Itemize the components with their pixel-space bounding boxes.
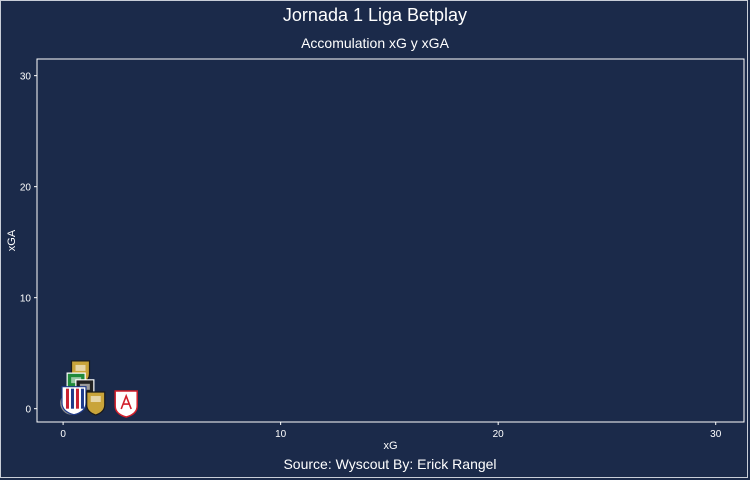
y-tick-label: 30 [20,72,32,83]
x-tick-label: 20 [493,429,505,440]
x-tick-label: 0 [60,429,66,440]
y-tick-label: 0 [25,405,31,416]
y-axis-title: xGA [6,229,18,251]
chart-title: Jornada 1 Liga Betplay [282,5,468,25]
team-logo-point [114,390,138,418]
team-logo-point [61,386,87,416]
y-tick-label: 20 [20,183,32,194]
team-logo-point [86,391,106,416]
x-tick-label: 10 [275,429,287,440]
plot-panel [36,58,745,423]
source-caption: Source: Wyscout By: Erick Rangel [283,456,497,472]
y-tick-label: 10 [20,294,32,305]
x-axis-title: xG [383,440,397,452]
chart-subtitle: Accomulation xG y xGA [301,35,449,51]
x-tick-label: 30 [710,429,722,440]
